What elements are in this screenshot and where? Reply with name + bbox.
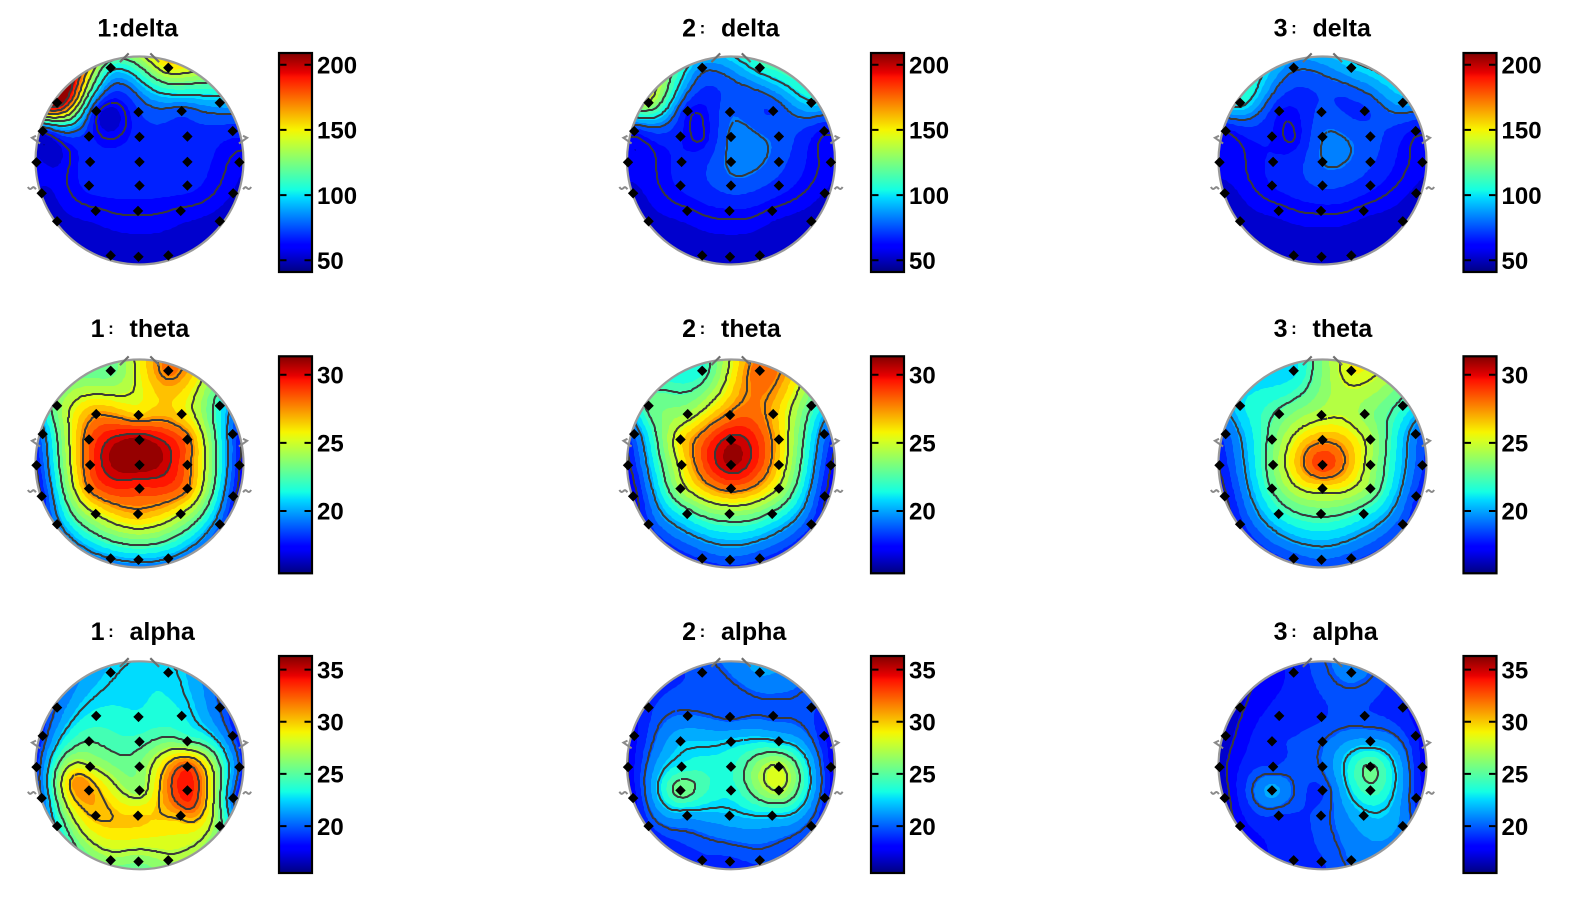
svg-text::: : <box>1291 319 1297 338</box>
svg-text:3: 3 <box>1274 315 1288 343</box>
svg-text:150: 150 <box>909 118 949 145</box>
svg-text:35: 35 <box>1502 657 1529 684</box>
svg-text:30: 30 <box>317 362 344 389</box>
svg-text:25: 25 <box>1502 762 1529 789</box>
svg-text:200: 200 <box>317 52 357 79</box>
svg-text:25: 25 <box>909 431 936 458</box>
svg-text::: : <box>108 319 114 338</box>
svg-text::: : <box>108 622 114 641</box>
svg-text::: : <box>700 19 706 38</box>
svg-text:delta: delta <box>1313 15 1372 43</box>
svg-text:2: 2 <box>682 618 696 646</box>
svg-text:30: 30 <box>317 709 344 736</box>
svg-text::: : <box>1291 622 1297 641</box>
svg-text:alpha: alpha <box>721 618 787 646</box>
svg-text:20: 20 <box>909 499 936 526</box>
svg-text:20: 20 <box>317 814 344 841</box>
svg-text:30: 30 <box>909 362 936 389</box>
svg-text::: : <box>1291 19 1297 38</box>
svg-text:20: 20 <box>909 814 936 841</box>
svg-text:20: 20 <box>317 499 344 526</box>
svg-text:theta: theta <box>1313 315 1374 343</box>
svg-text:50: 50 <box>1502 248 1529 275</box>
svg-text:25: 25 <box>317 762 344 789</box>
svg-text::: : <box>700 319 706 338</box>
svg-text:alpha: alpha <box>1313 618 1379 646</box>
svg-text:alpha: alpha <box>130 618 196 646</box>
svg-text::: : <box>700 622 706 641</box>
svg-text:1: 1 <box>91 315 105 343</box>
svg-text:theta: theta <box>721 315 782 343</box>
svg-text:20: 20 <box>1502 499 1529 526</box>
svg-text:1: 1 <box>91 618 105 646</box>
svg-text:25: 25 <box>317 431 344 458</box>
svg-text:35: 35 <box>317 657 344 684</box>
svg-text:2: 2 <box>682 315 696 343</box>
svg-text:150: 150 <box>317 118 357 145</box>
svg-text:200: 200 <box>909 52 949 79</box>
svg-text:3: 3 <box>1274 618 1288 646</box>
svg-text:delta: delta <box>721 15 780 43</box>
svg-text:150: 150 <box>1502 118 1542 145</box>
svg-text:3: 3 <box>1274 15 1288 43</box>
svg-text:theta: theta <box>130 315 191 343</box>
svg-text:100: 100 <box>317 183 357 210</box>
svg-text:1:delta: 1:delta <box>97 15 179 43</box>
svg-text:35: 35 <box>909 657 936 684</box>
svg-text:25: 25 <box>909 762 936 789</box>
svg-text:2: 2 <box>682 15 696 43</box>
svg-text:30: 30 <box>1502 709 1529 736</box>
svg-text:50: 50 <box>317 248 344 275</box>
svg-text:30: 30 <box>909 709 936 736</box>
svg-text:200: 200 <box>1502 52 1542 79</box>
svg-text:50: 50 <box>909 248 936 275</box>
svg-text:100: 100 <box>1502 183 1542 210</box>
svg-text:20: 20 <box>1502 814 1529 841</box>
svg-text:25: 25 <box>1502 431 1529 458</box>
svg-text:30: 30 <box>1502 362 1529 389</box>
svg-text:100: 100 <box>909 183 949 210</box>
